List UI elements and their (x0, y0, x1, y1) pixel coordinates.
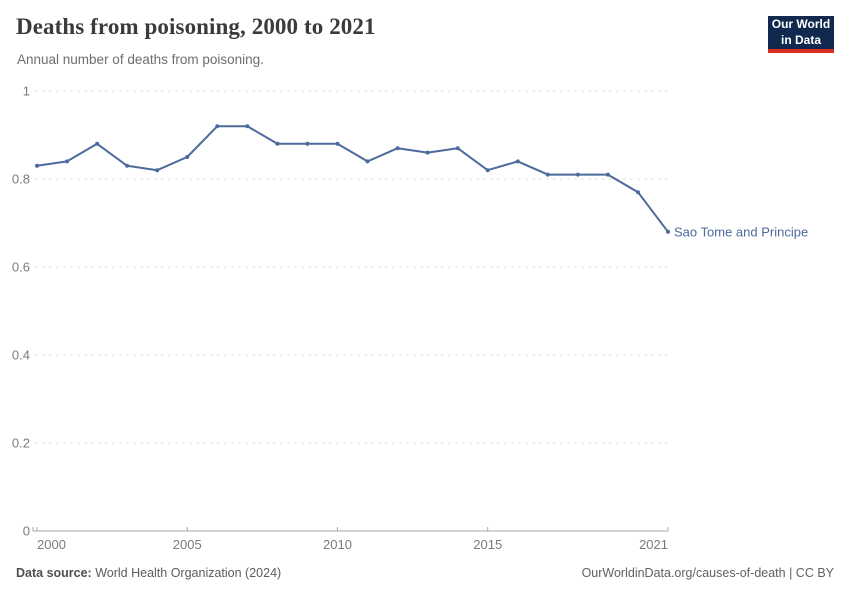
data-point (305, 141, 310, 146)
y-axis-tick-label: 1 (23, 84, 30, 99)
data-point (335, 141, 340, 146)
data-point (545, 172, 550, 177)
x-axis-tick-label: 2021 (639, 537, 668, 552)
data-point (245, 124, 250, 129)
owid-logo-line1: Our World (771, 17, 831, 32)
y-axis-tick-label: 0.8 (12, 172, 30, 187)
page-title: Deaths from poisoning, 2000 to 2021 (16, 14, 376, 39)
data-point (155, 168, 160, 173)
data-point (425, 150, 430, 155)
x-axis-tick-label: 2000 (37, 537, 66, 552)
x-axis-tick-label: 2010 (323, 537, 352, 552)
data-point (666, 229, 670, 234)
data-point (515, 159, 520, 164)
x-axis-tick-label: 2005 (173, 537, 202, 552)
data-point (125, 163, 130, 168)
data-point (455, 146, 460, 151)
x-axis-tick-label: 2015 (473, 537, 502, 552)
y-axis-tick-label: 0 (23, 524, 30, 539)
y-axis-tick-label: 0.6 (12, 260, 30, 275)
owid-logo[interactable]: Our World in Data (768, 16, 834, 53)
data-point (35, 163, 39, 168)
data-point (605, 172, 610, 177)
data-point (185, 155, 190, 159)
data-point (215, 124, 220, 129)
data-point (575, 172, 580, 177)
data-point (365, 159, 370, 164)
chart-subtitle: Annual number of deaths from poisoning. (17, 52, 264, 67)
data-source-note: Data source: World Health Organization (… (16, 566, 281, 580)
data-source-value: World Health Organization (2024) (91, 566, 282, 580)
data-point (95, 141, 100, 146)
data-point (636, 190, 640, 195)
data-source-label: Data source: (16, 566, 92, 580)
data-point (275, 141, 280, 146)
data-point (395, 146, 400, 151)
data-point (485, 168, 490, 173)
data-point (65, 159, 69, 164)
chart-footer: Data source: World Health Organization (… (16, 566, 834, 580)
series-line (36, 125, 669, 233)
y-axis-tick-label: 0.2 (12, 436, 30, 451)
citation-link[interactable]: OurWorldinData.org/causes-of-death | CC … (581, 566, 834, 580)
y-axis-tick-label: 0.4 (12, 348, 30, 363)
series-label: Sao Tome and Principe (674, 224, 808, 239)
owid-logo-line2: in Data (780, 32, 821, 47)
